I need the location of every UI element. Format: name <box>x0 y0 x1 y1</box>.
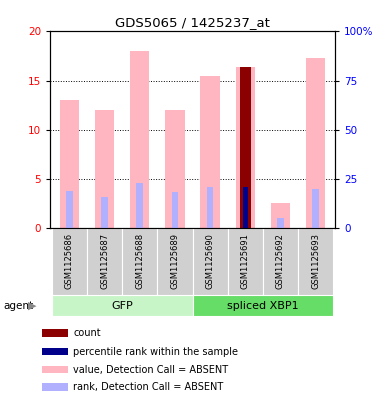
Bar <box>42 366 68 373</box>
Text: rank, Detection Call = ABSENT: rank, Detection Call = ABSENT <box>73 382 223 392</box>
FancyBboxPatch shape <box>52 228 87 295</box>
Text: value, Detection Call = ABSENT: value, Detection Call = ABSENT <box>73 365 228 375</box>
Bar <box>130 51 149 228</box>
Text: GSM1125687: GSM1125687 <box>100 233 109 289</box>
FancyBboxPatch shape <box>192 295 333 316</box>
Bar <box>271 204 290 228</box>
Bar <box>277 218 284 228</box>
Text: GSM1125688: GSM1125688 <box>135 233 144 289</box>
FancyBboxPatch shape <box>52 295 192 316</box>
Bar <box>95 110 114 228</box>
Bar <box>42 383 68 391</box>
Text: GSM1125693: GSM1125693 <box>311 233 320 289</box>
Bar <box>312 189 319 228</box>
Text: GSM1125691: GSM1125691 <box>241 233 250 289</box>
Text: spliced XBP1: spliced XBP1 <box>227 301 299 310</box>
Bar <box>240 67 251 228</box>
Bar <box>243 187 248 228</box>
Text: GFP: GFP <box>111 301 133 310</box>
Bar <box>136 183 143 228</box>
Bar <box>242 187 249 228</box>
Bar <box>236 67 255 228</box>
Text: GSM1125690: GSM1125690 <box>206 233 214 289</box>
FancyBboxPatch shape <box>157 228 192 295</box>
Bar <box>201 75 220 228</box>
Bar <box>165 110 184 228</box>
FancyBboxPatch shape <box>263 228 298 295</box>
Bar <box>42 348 68 355</box>
Text: count: count <box>73 329 101 338</box>
Bar <box>172 191 178 228</box>
Text: GSM1125692: GSM1125692 <box>276 233 285 289</box>
Bar <box>101 196 108 228</box>
FancyBboxPatch shape <box>298 228 333 295</box>
Bar <box>60 100 79 228</box>
Text: agent: agent <box>4 301 34 310</box>
FancyBboxPatch shape <box>122 228 157 295</box>
Title: GDS5065 / 1425237_at: GDS5065 / 1425237_at <box>115 16 270 29</box>
Bar <box>207 187 213 228</box>
Text: GSM1125689: GSM1125689 <box>171 233 179 289</box>
Bar <box>42 329 68 337</box>
Text: percentile rank within the sample: percentile rank within the sample <box>73 347 238 356</box>
Bar <box>306 58 325 228</box>
Text: GSM1125686: GSM1125686 <box>65 233 74 289</box>
FancyBboxPatch shape <box>228 228 263 295</box>
Text: ▶: ▶ <box>28 301 36 310</box>
Bar <box>66 191 73 228</box>
FancyBboxPatch shape <box>192 228 228 295</box>
FancyBboxPatch shape <box>87 228 122 295</box>
